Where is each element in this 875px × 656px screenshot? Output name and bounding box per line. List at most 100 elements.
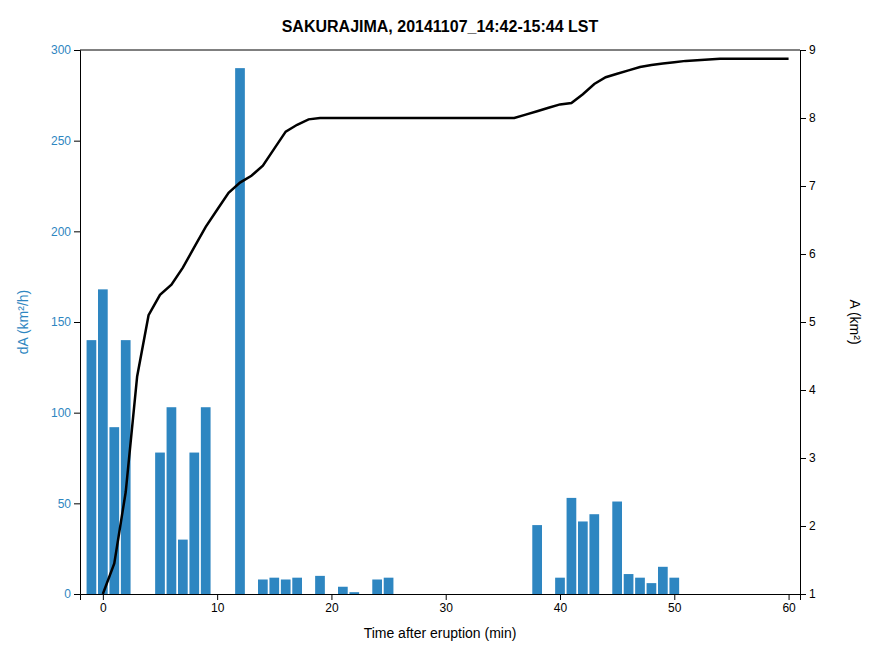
bar — [155, 453, 165, 594]
tick-mark — [74, 594, 80, 595]
tick-label: 200 — [51, 225, 71, 239]
y2-axis-title: A (km²) — [847, 299, 863, 344]
tick: 10 — [211, 594, 225, 615]
tick-mark — [789, 594, 790, 600]
tick-mark — [446, 594, 447, 600]
axis-line — [81, 595, 801, 601]
tick-label: 250 — [51, 134, 71, 148]
bar — [315, 576, 325, 594]
tick: 4 — [800, 383, 816, 397]
tick: 200 — [51, 225, 80, 239]
tick-mark — [560, 594, 561, 600]
bar — [784, 594, 794, 595]
tick-mark — [800, 458, 806, 459]
tick-label: 1 — [809, 587, 816, 601]
x-axis-title: Time after eruption (min) — [364, 625, 517, 641]
tick-label: 3 — [809, 451, 816, 465]
bar — [578, 521, 588, 594]
bar — [372, 579, 382, 594]
bar — [532, 525, 542, 594]
tick: 9 — [800, 43, 816, 57]
bar — [98, 289, 108, 594]
bar — [738, 594, 748, 595]
bar — [212, 594, 222, 595]
tick-mark — [74, 141, 80, 142]
tick-label: 10 — [211, 601, 225, 615]
bar — [589, 514, 599, 594]
tick-mark — [800, 526, 806, 527]
tick-mark — [800, 118, 806, 119]
tick-label: 5 — [809, 315, 816, 329]
tick: 250 — [51, 134, 80, 148]
bar — [544, 594, 554, 595]
bar — [338, 587, 348, 594]
tick-mark — [103, 594, 104, 600]
bar — [612, 502, 622, 594]
bar — [647, 583, 657, 594]
bar — [669, 578, 679, 594]
bar — [498, 594, 508, 595]
tick-label: 2 — [809, 519, 816, 533]
bar — [132, 594, 142, 595]
bar — [475, 594, 485, 595]
tick: 0 — [100, 594, 107, 615]
chart: 0102030405060050100150200250300123456789… — [0, 0, 875, 656]
bar — [681, 594, 691, 595]
tick: 7 — [800, 179, 816, 193]
bar — [258, 579, 268, 594]
tick-mark — [800, 322, 806, 323]
tick-mark — [800, 186, 806, 187]
bar — [384, 578, 394, 594]
bar — [224, 594, 234, 595]
tick: 1 — [800, 587, 816, 601]
bar — [395, 594, 405, 595]
tick-label: 0 — [100, 601, 107, 615]
plot-area — [87, 59, 789, 594]
tick-mark — [217, 594, 218, 600]
bar — [235, 68, 245, 594]
y-axis-title: dA (km²/h) — [15, 290, 31, 355]
bar — [567, 498, 577, 594]
bar — [167, 407, 177, 594]
tick-label: 7 — [809, 179, 816, 193]
bar — [327, 594, 337, 595]
bar — [269, 578, 279, 594]
bar — [715, 594, 725, 595]
bar — [189, 453, 199, 594]
tick: 300 — [51, 43, 80, 57]
tick-label: 4 — [809, 383, 816, 397]
bar — [429, 594, 439, 595]
bar — [555, 578, 565, 594]
title: SAKURAJIMA, 20141107_14:42-15:44 LST — [282, 18, 599, 35]
bar — [292, 578, 302, 594]
tick: 150 — [51, 315, 80, 329]
bar — [452, 594, 462, 595]
tick: 20 — [325, 594, 339, 615]
bar — [509, 594, 519, 595]
bar — [144, 594, 154, 595]
tick-label: 9 — [809, 43, 816, 57]
tick-mark — [331, 594, 332, 600]
bar — [304, 594, 314, 595]
bar — [624, 574, 634, 594]
bar — [601, 594, 611, 595]
tick: 5 — [800, 315, 816, 329]
tick: 30 — [440, 594, 454, 615]
bar — [441, 594, 451, 595]
tick: 50 — [668, 594, 682, 615]
tick-mark — [800, 254, 806, 255]
tick: 3 — [800, 451, 816, 465]
bar — [658, 567, 668, 594]
axis-line — [74, 51, 81, 595]
bar — [464, 594, 474, 595]
tick: 2 — [800, 519, 816, 533]
axis-line — [801, 51, 807, 595]
tick-mark — [800, 594, 806, 595]
tick: 6 — [800, 247, 816, 261]
bar — [727, 594, 737, 595]
tick-mark — [74, 50, 80, 51]
tick-label: 0 — [64, 587, 71, 601]
tick: 50 — [58, 497, 80, 511]
tick-mark — [74, 231, 80, 232]
tick: 0 — [64, 587, 80, 601]
